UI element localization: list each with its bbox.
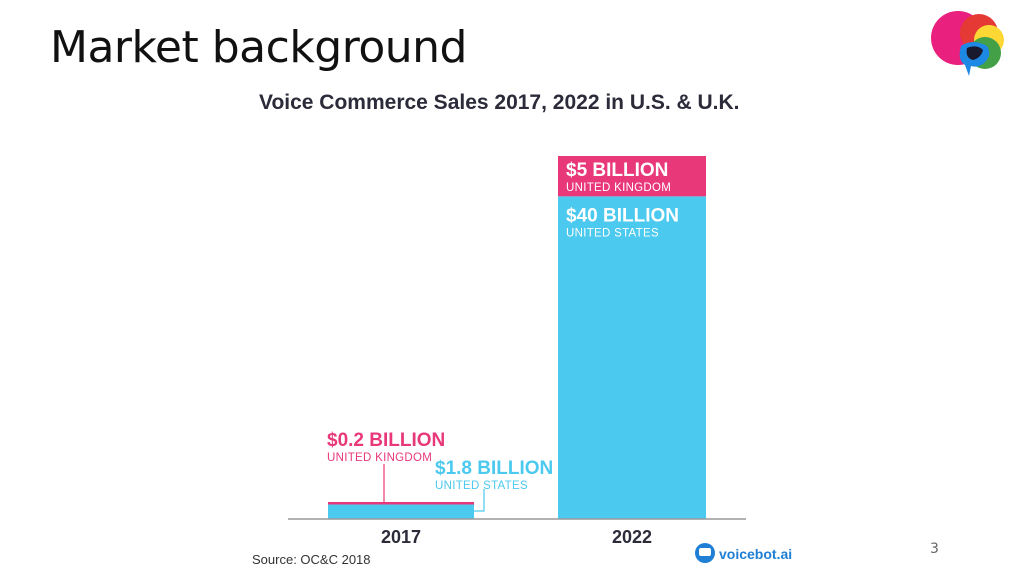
- bar-uk-2022: [558, 156, 706, 197]
- voicebot-brand: voicebot.ai: [695, 543, 792, 563]
- x-tick-label: 2022: [612, 527, 652, 547]
- speech-bubble-logo: [931, 11, 1004, 76]
- bar-uk-2017: [328, 501, 474, 505]
- robot-face: [699, 548, 711, 556]
- voicebot-wordmark: voicebot.ai: [719, 546, 792, 562]
- data-label-2017-us-value: $1.8 BILLION: [435, 458, 553, 479]
- data-label-2022-us-value: $40 BILLION: [566, 205, 679, 226]
- data-label-2022-uk-value: $5 BILLION: [566, 160, 668, 181]
- connector-2017-us: [474, 489, 485, 512]
- x-tick-label: 2017: [381, 527, 421, 547]
- data-label-2017-uk-sublabel: UNITED KINGDOM: [327, 452, 432, 464]
- bar-us-2017: [328, 504, 474, 519]
- logo-dark-overlap: [966, 46, 983, 60]
- page-number: 3: [930, 541, 939, 557]
- data-label-2022-us-sublabel: UNITED STATES: [566, 227, 659, 239]
- data-label-2017-us-sublabel: UNITED STATES: [435, 480, 528, 492]
- source-note: Source: OC&C 2018: [252, 552, 371, 567]
- data-label-2017-uk-value: $0.2 BILLION: [327, 430, 445, 451]
- data-label-2022-uk-sublabel: UNITED KINGDOM: [566, 182, 671, 194]
- chart-title: Voice Commerce Sales 2017, 2022 in U.S. …: [259, 91, 740, 114]
- slide-title: Market background: [50, 22, 467, 73]
- voice-commerce-chart: Voice Commerce Sales 2017, 2022 in U.S. …: [252, 91, 792, 567]
- bars-group: [328, 156, 706, 519]
- bar-us-2022: [558, 196, 706, 519]
